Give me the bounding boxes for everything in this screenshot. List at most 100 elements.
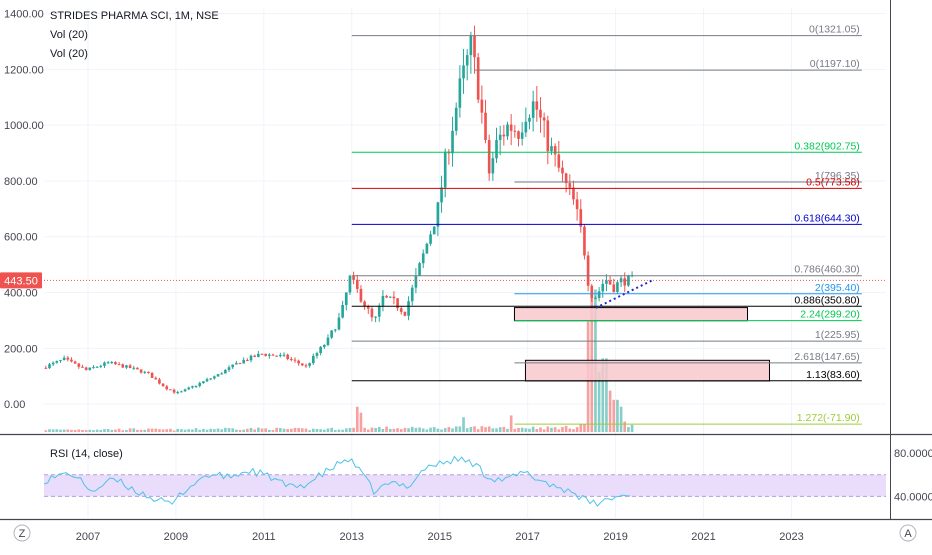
candle-body — [308, 363, 311, 366]
volume-bar — [297, 428, 300, 432]
candle-body — [158, 379, 161, 384]
legend-rsi[interactable]: RSI (14, close) — [50, 448, 123, 460]
candle-body — [407, 301, 410, 316]
fib-level-label: 2(395.40) — [815, 282, 860, 294]
zoom-button[interactable]: Z — [13, 524, 31, 542]
legend-symbol[interactable]: STRIDES PHARMA SCI, 1M, NSE — [50, 10, 219, 22]
volume-bar — [425, 429, 429, 432]
candle-body — [191, 386, 194, 388]
volume-bar — [473, 426, 476, 432]
candle-body — [106, 362, 110, 364]
fib-level-label: 0.5(773.58) — [806, 176, 860, 188]
candle-body — [396, 298, 399, 309]
candle-body — [348, 275, 352, 293]
candle-body — [205, 379, 209, 382]
candle-body — [337, 317, 341, 330]
candle-body — [213, 376, 216, 379]
volume-bar — [136, 429, 139, 432]
candle-body — [465, 55, 469, 66]
candle-body — [257, 353, 260, 357]
volume-bar — [121, 430, 125, 432]
volume-bar — [326, 428, 330, 432]
candle-body — [300, 363, 304, 366]
volume-bar — [176, 428, 180, 432]
candle-body — [235, 363, 238, 365]
candle-body — [491, 158, 495, 174]
candle-body — [623, 278, 627, 286]
volume-bar — [612, 399, 616, 432]
axis-layer: 1400.00 1200.00 1000.00 800.00 600.00 400.00 2… — [0, 0, 932, 543]
candle-body — [366, 306, 370, 309]
candle-body — [550, 146, 553, 152]
volume-bar — [279, 428, 282, 432]
annot-layer — [44, 279, 886, 309]
fib-level-label: 1(225.95) — [815, 329, 860, 341]
volume-bar — [66, 429, 70, 432]
candle-body — [443, 151, 447, 188]
volume-bar — [403, 427, 407, 432]
candle-body — [359, 288, 363, 302]
candle-body — [66, 357, 70, 360]
candle-body — [260, 353, 264, 355]
volume-bar — [352, 427, 355, 432]
candle-body — [476, 57, 480, 100]
volume-bar — [224, 427, 227, 432]
candle-body — [601, 283, 605, 292]
fib-level-label: 1(796.35) — [815, 170, 860, 182]
candle-body — [612, 284, 616, 292]
candle-body — [84, 367, 88, 370]
volume-bar — [227, 428, 231, 432]
volume-bar — [88, 429, 92, 432]
candle-body — [143, 371, 147, 373]
volume-bar — [524, 428, 528, 432]
candle-body — [183, 389, 187, 392]
volume-bar — [290, 428, 293, 432]
candle-body — [561, 167, 564, 174]
candle-body — [403, 311, 407, 316]
candle-body — [590, 285, 594, 299]
volume-bar — [627, 427, 630, 432]
candle-body — [619, 278, 623, 283]
legend-volume-2[interactable]: Vol (20) — [50, 48, 88, 60]
volume-bar — [231, 428, 235, 432]
time-tick-label: 2009 — [164, 531, 188, 543]
volume-bar — [103, 429, 106, 432]
legend-volume-1[interactable]: Vol (20) — [50, 29, 88, 41]
candle-body — [128, 365, 132, 368]
rsi-tick-label: 40.0000 — [894, 491, 932, 503]
candle-body — [297, 360, 300, 364]
volume-bar — [169, 428, 172, 432]
candle-body — [480, 99, 484, 113]
fib-level-label: 0.618(644.30) — [794, 212, 859, 224]
volume-bar — [315, 428, 319, 432]
time-tick-label: 2019 — [603, 531, 627, 543]
volume-bar — [597, 372, 601, 432]
volume-bar — [502, 426, 506, 432]
volume-bar — [246, 428, 249, 432]
fib-level-label: 0(1321.05) — [809, 24, 860, 36]
volume-bar — [509, 415, 513, 432]
volume-bar — [194, 428, 198, 432]
volume-bar — [132, 428, 136, 432]
candle-body — [627, 275, 630, 286]
candle-body — [608, 280, 612, 285]
time-tick-label: 2011 — [252, 531, 276, 543]
volume-bar — [205, 429, 209, 432]
candle-body — [147, 371, 150, 373]
fib-level-label: 0.786(460.30) — [794, 264, 859, 276]
candle-layer — [44, 25, 634, 395]
auto-scale-button[interactable]: A — [899, 524, 917, 542]
candle-body — [509, 124, 513, 131]
fib-level-label: 0.382(902.75) — [794, 140, 859, 152]
zoom-button-label: Z — [19, 528, 26, 540]
candle-body — [418, 263, 421, 276]
fib-level-label: 0(1197.10) — [810, 58, 860, 70]
candle-body — [462, 65, 465, 79]
last-price-label: 443.50 — [4, 275, 38, 287]
volume-bar — [623, 421, 627, 432]
volume-bar — [616, 399, 619, 432]
candle-body — [436, 202, 440, 227]
candle-body — [224, 369, 227, 374]
candle-body — [139, 369, 143, 373]
